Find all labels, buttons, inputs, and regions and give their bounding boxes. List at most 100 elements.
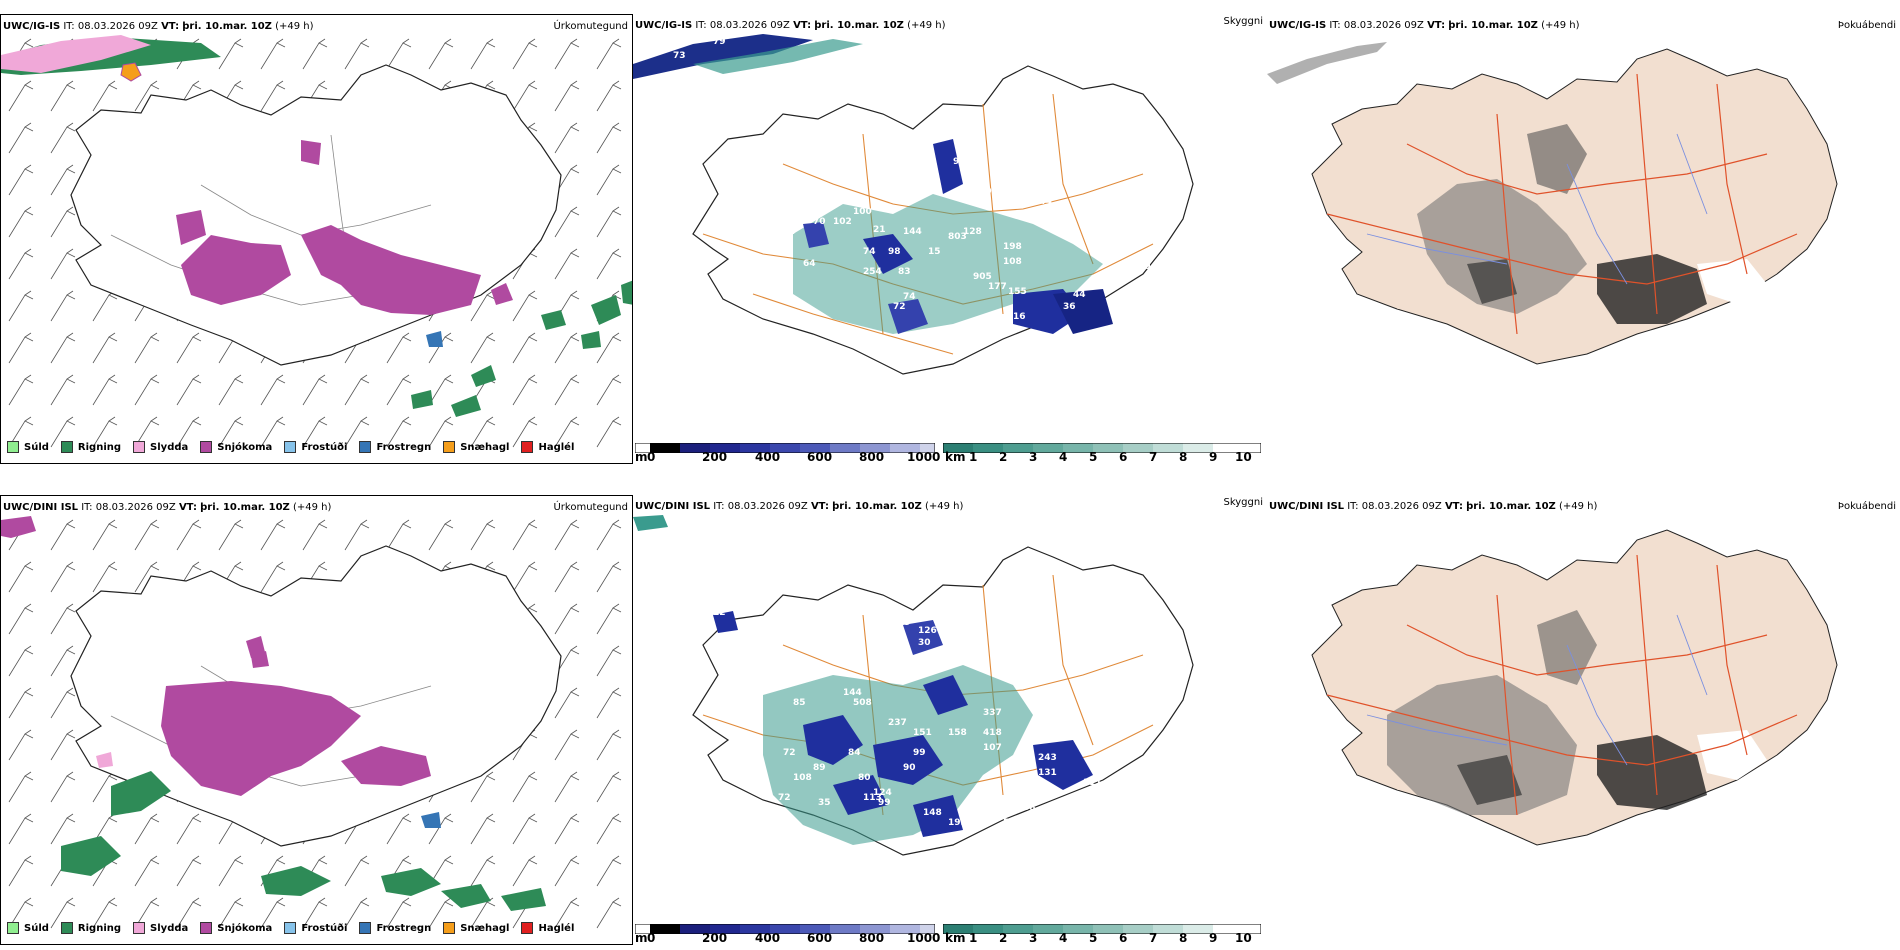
- legend-swatch: [60, 922, 73, 934]
- cloud-base-value-label: 589: [973, 187, 992, 197]
- cloud-base-value-label: 337: [983, 708, 1002, 718]
- legend-item: Rigning: [60, 441, 121, 453]
- legend-swatch: [200, 441, 213, 453]
- cloud-base-value-label: 126: [918, 626, 937, 636]
- precip-map: [1, 35, 632, 455]
- precip-type-panel-top: UWC/IG-IS IT: 08.03.2026 09Z VT: þri. 10…: [0, 14, 633, 464]
- cloud-base-colorbar: [634, 438, 936, 454]
- legend-item: Súld: [7, 441, 49, 453]
- cloud-base-value-label: 124: [873, 788, 892, 798]
- cloud-base-value-label: 105: [933, 648, 952, 658]
- cloud-base-value-label: 88: [1013, 778, 1026, 788]
- fog-panel-top: UWC/IG-IS IT: 08.03.2026 09Z VT: þri. 10…: [1267, 14, 1900, 464]
- legend-swatch: [521, 922, 534, 934]
- legend-swatch: [200, 922, 213, 934]
- cloud-base-value-label: 508: [853, 698, 872, 708]
- panel-title: Úrkomutegund: [553, 502, 628, 513]
- legend-swatch: [7, 441, 19, 453]
- cloud-base-value-label: 74: [903, 292, 916, 302]
- cloud-base-value-label: 12: [713, 608, 726, 618]
- cloud-base-value-label: 114: [1098, 803, 1117, 813]
- legend-item: Frostúði: [284, 922, 347, 934]
- panel-title: Skyggni: [1223, 497, 1263, 508]
- legend-item: Súld: [7, 922, 49, 934]
- cloud-base-value-label: 198: [1003, 242, 1022, 252]
- cloud-base-value-label: 62: [973, 818, 986, 828]
- panel-title: Úrkomutegund: [553, 21, 628, 32]
- cloud-base-value-label: 44: [1073, 290, 1086, 300]
- cloud-visibility-panel-top: UWC/IG-IS IT: 08.03.2026 09Z VT: þri. 10…: [633, 14, 1267, 464]
- legend-item: Snæhagl: [443, 441, 509, 453]
- visibility-colorbar: [942, 438, 1262, 454]
- cloud-base-value-label: 36: [1063, 302, 1076, 312]
- cloud-base-value-label: 85: [793, 698, 806, 708]
- cloud-base-value-label: 15: [928, 247, 941, 257]
- legend-item: Frostregn: [359, 922, 431, 934]
- panel-header: UWC/IG-IS IT: 08.03.2026 09Z VT: þri. 10…: [3, 21, 314, 32]
- fog-panel-bottom: UWC/DINI ISL IT: 08.03.2026 09Z VT: þri.…: [1267, 495, 1900, 945]
- legend-swatch: [60, 441, 73, 453]
- visibility-gradient: [942, 923, 1262, 935]
- precip-map: [1, 516, 632, 936]
- fog-map: [1267, 42, 1838, 365]
- cloud-base-value-label: 905: [973, 272, 992, 282]
- cloud-base-value-label: 111: [1083, 778, 1102, 788]
- cloud-base-labels: 12 102 39 126 30 100 105 337 105 144 418 85 508 237 15…: [713, 608, 1117, 873]
- cloud-base-value-label: 151: [913, 728, 932, 738]
- legend-swatch: [7, 922, 19, 934]
- cloud-base-value-label: 140: [743, 34, 762, 37]
- cloud-base-value-label: 98: [888, 247, 901, 257]
- cloud-base-value-label: 102: [748, 623, 767, 633]
- cloud-base-value-label: 102: [833, 217, 852, 227]
- cloud-base-value-label: 93: [953, 157, 966, 167]
- cloud-base-value-label: 113: [863, 793, 882, 803]
- cloud-base-value-label: 148: [923, 808, 942, 818]
- cloud-base-value-label: 72: [893, 302, 906, 312]
- legend-swatch: [133, 922, 146, 934]
- panel-header: UWC/IG-IS IT: 08.03.2026 09Z VT: þri. 10…: [635, 20, 946, 31]
- cloud-base-value-label: 89: [813, 763, 826, 773]
- panel-header: UWC/DINI ISL IT: 08.03.2026 09Z VT: þri.…: [3, 502, 332, 513]
- cloud-base-value-label: 954: [1028, 823, 1047, 833]
- visibility-unit: km: [945, 450, 966, 464]
- cloud-base-value-label: 24: [783, 227, 796, 237]
- cloud-base-value-label: 49: [913, 858, 926, 868]
- legend-item: Snjókoma: [200, 441, 272, 453]
- panel-title: Þokuábendi: [1837, 501, 1896, 512]
- cloud-base-value-label: 84: [848, 748, 861, 758]
- legend-item: Rigning: [60, 922, 121, 934]
- cloud-base-colorbar: [634, 919, 936, 935]
- cloud-base-value-label: 100: [893, 648, 912, 658]
- cloud-base-value-label: 100: [853, 207, 872, 217]
- precip-type-panel-bottom: UWC/DINI ISL IT: 08.03.2026 09Z VT: þri.…: [0, 495, 633, 945]
- cloud-base-value-label: 108: [1003, 257, 1022, 267]
- cloud-base-value-label: 70: [813, 217, 826, 227]
- legend-swatch: [443, 441, 456, 453]
- cloud-visibility-panel-bottom: UWC/DINI ISL IT: 08.03.2026 09Z VT: þri.…: [633, 495, 1267, 945]
- panel-header: UWC/IG-IS IT: 08.03.2026 09Z VT: þri. 10…: [1269, 20, 1580, 31]
- cloud-map: 12 102 39 126 30 100 105 337 105 144 418 85 508 237 15…: [633, 515, 1194, 873]
- cloud-base-value-label: 128: [963, 227, 982, 237]
- cloud-base-value-label: 155: [1008, 287, 1027, 297]
- legend-item: Snjókoma: [200, 922, 272, 934]
- cloud-base-value-label: 35: [818, 798, 831, 808]
- cloud-base-value-label: 107: [983, 743, 1002, 753]
- cloud-base-value-label: 79: [713, 37, 726, 47]
- cloud-base-value-label: 21: [873, 225, 886, 235]
- cloud-base-value-label: 108: [793, 773, 812, 783]
- legend-item: Haglél: [521, 922, 574, 934]
- cloud-base-gradient: [634, 442, 936, 454]
- precip-legend: Súld Rigning Slydda Snjókoma Frostúði Fr…: [1, 916, 580, 940]
- legend-item: Frostregn: [359, 441, 431, 453]
- cloud-base-value-label: 39: [898, 618, 911, 628]
- cloud-base-value-label: 177: [988, 282, 1007, 292]
- visibility-colorbar: [942, 919, 1262, 935]
- cloud-base-value-label: 195: [948, 818, 967, 828]
- cloud-base-value-label: 68: [1023, 803, 1036, 813]
- cloud-base-value-label: 83: [898, 267, 911, 277]
- legend-item: Haglél: [521, 441, 574, 453]
- cloud-base-value-label: 105: [843, 648, 862, 658]
- legend-item: Frostúði: [284, 441, 347, 453]
